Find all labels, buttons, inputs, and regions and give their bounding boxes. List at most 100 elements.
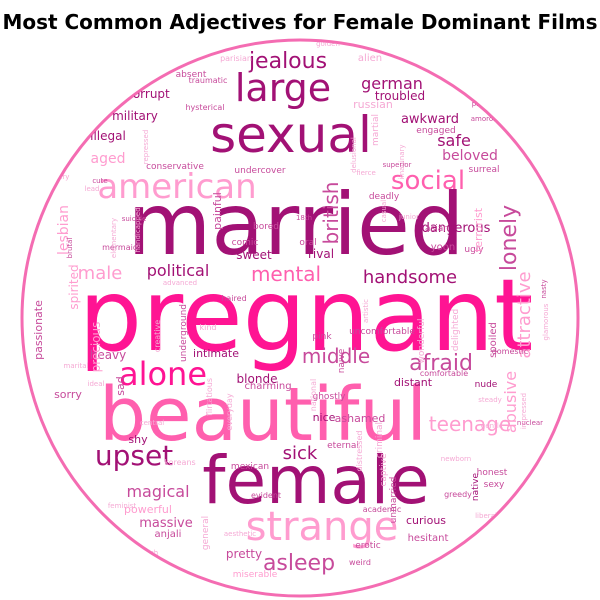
cloud-word: uncomfortable: [349, 327, 415, 337]
cloud-word: conservative: [146, 162, 204, 172]
cloud-word: heavy: [90, 348, 127, 362]
cloud-word: corrupt: [126, 87, 170, 101]
cloud-word: distressed: [355, 431, 364, 472]
cloud-word: female: [202, 442, 430, 519]
cloud-word: oral: [299, 238, 316, 248]
cloud-word: nuclear: [517, 419, 543, 427]
cloud-word: deadly: [369, 192, 400, 202]
cloud-word: junior: [398, 213, 419, 221]
cloud-word: fateful: [485, 75, 511, 84]
cloud-word: pretty: [226, 547, 262, 561]
cloud-word: creative: [153, 320, 162, 352]
cloud-word: shy: [128, 433, 148, 446]
cloud-word: artistic: [362, 299, 370, 323]
cloud-word: engaged: [416, 126, 455, 136]
cloud-word: sad: [114, 376, 127, 395]
cloud-word: superior: [383, 161, 412, 169]
cloud-word: handicapped: [134, 207, 142, 252]
cloud-word: feminist: [108, 502, 137, 510]
cloud-word: mental: [251, 262, 321, 286]
cloud-outline: [20, 38, 580, 598]
cloud-word: eternal: [327, 441, 359, 451]
cloud-word: pregnant: [79, 257, 534, 374]
cloud-word: dangerous: [422, 221, 491, 236]
cloud-word: repressed: [142, 130, 150, 165]
cloud-word: glamorous: [542, 303, 550, 340]
cloud-word: casual: [380, 200, 388, 223]
cloud-word: comic: [232, 238, 259, 248]
cloud-word: abusive: [501, 371, 520, 433]
cloud-word: beloved: [442, 148, 498, 164]
cloud-word: bored: [253, 222, 279, 232]
cloud-word: passionate: [32, 300, 45, 360]
cloud-word: elementary: [110, 218, 118, 258]
cloud-word: lesbian: [56, 205, 72, 255]
cloud-word: criminal: [375, 422, 385, 458]
cloud-word: underground: [179, 304, 189, 362]
cloud-word: delighted: [451, 309, 461, 351]
cloud-word: rival: [308, 247, 334, 261]
cloud-word: national: [309, 379, 318, 411]
cloud-word: asian: [425, 224, 449, 234]
cloud-word: safe: [437, 131, 471, 150]
cloud-word: lead: [85, 185, 100, 193]
cloud-word: asleep: [263, 551, 335, 576]
cloud-word: steady: [478, 396, 502, 404]
cloud-word: awkward: [401, 112, 459, 127]
cloud-word: gentle: [481, 422, 503, 430]
cloud-word: precious: [89, 322, 103, 373]
cloud-word: aged: [91, 151, 126, 167]
cloud-word: nice: [313, 411, 336, 424]
cloud-word: political: [147, 261, 210, 280]
cloud-word: koreans: [164, 458, 195, 467]
cloud-word: erotic: [355, 541, 381, 551]
cloud-word: undercover: [234, 166, 285, 176]
cloud-word: illegal: [90, 129, 126, 143]
cloud-word: alone: [119, 355, 207, 393]
cloud-word: miserable: [233, 570, 278, 580]
cloud-word: wonderful: [417, 319, 427, 364]
cloud-word: fierce: [356, 169, 376, 177]
cloud-word: male: [78, 263, 123, 284]
cloud-word: absent: [176, 70, 207, 80]
cloud-word: anjali: [155, 529, 182, 540]
cloud-word: ideal: [88, 380, 105, 388]
cloud-word: newborn: [441, 455, 471, 463]
cloud-word: handsome: [363, 267, 457, 288]
cloud-word: suicide: [122, 215, 147, 223]
cloud-word: spirited: [67, 264, 81, 309]
cloud-word: british: [319, 182, 343, 245]
cloud-word: upset: [95, 439, 173, 472]
cloud-word: alien: [358, 53, 382, 64]
cloud-word: sick: [283, 443, 318, 464]
cloud-word: hysterical: [185, 103, 224, 112]
cloud-word: afraid: [409, 351, 473, 376]
cloud-word: delusional: [350, 137, 358, 173]
cloud-word: liberal: [475, 512, 497, 520]
cloud-word: native: [471, 472, 481, 501]
cloud-word: massive: [139, 516, 192, 531]
cloud-word: ashamed: [335, 412, 386, 425]
cloud-word: 18th: [296, 214, 312, 222]
cloud-word: magical: [126, 482, 189, 501]
cloud-word: military: [112, 109, 158, 123]
cloud-word: ugly: [464, 245, 484, 255]
cloud-word: troubled: [375, 89, 425, 103]
cloud-word: sexy: [484, 480, 505, 490]
cloud-word: naive: [337, 348, 347, 373]
chart-title: Most Common Adjectives for Female Domina…: [2, 10, 598, 34]
cloud-word: american: [97, 167, 256, 207]
cloud-word: curious: [406, 514, 446, 527]
cloud-word: golden: [316, 40, 340, 48]
cloud-word: impressed: [520, 393, 528, 429]
cloud-word: aesthetic: [224, 530, 256, 538]
cloud-word: comfortable: [420, 369, 468, 378]
cloud-word: martial: [371, 114, 381, 146]
cloud-word: middle: [302, 344, 370, 368]
cloud-word: social: [391, 166, 465, 196]
cloud-word: beautiful: [99, 372, 427, 458]
cloud-word: nasty: [540, 279, 548, 298]
cloud-word: married: [127, 175, 464, 275]
